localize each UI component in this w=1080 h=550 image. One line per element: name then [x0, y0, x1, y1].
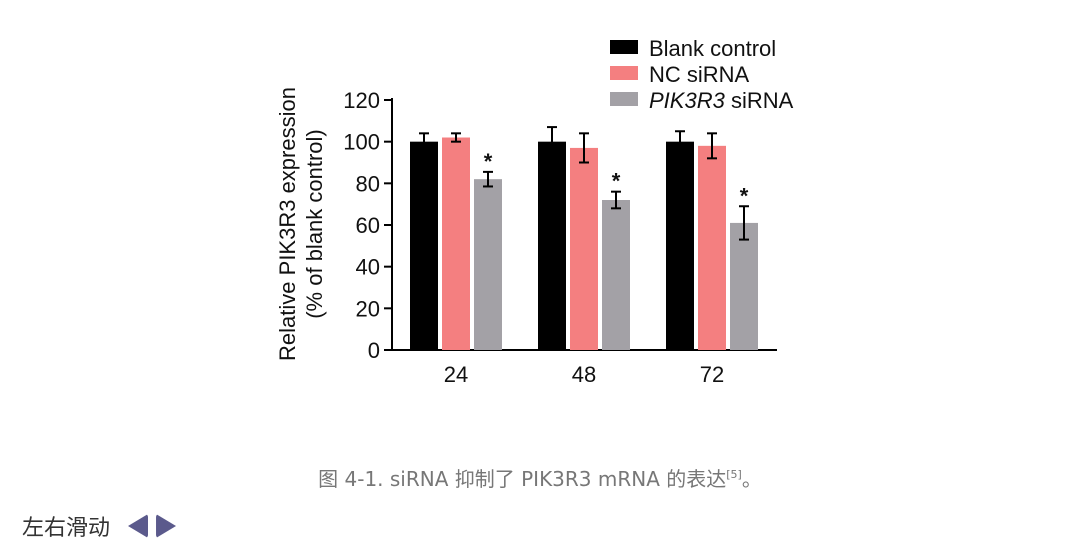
significance-marker: * [612, 169, 621, 194]
bar [666, 141, 694, 350]
y-tick-label: 100 [343, 130, 380, 155]
legend-swatch [610, 40, 638, 54]
significance-marker: * [484, 149, 493, 174]
legend-label-italic: PIK3R3 [649, 88, 726, 113]
significance-marker: * [740, 183, 749, 208]
figure-caption: 图 4-1. siRNA 抑制了 PIK3R3 mRNA 的表达[5]。 [0, 463, 1080, 492]
bar [474, 179, 502, 350]
y-axis-label-line2: (% of blank control) [302, 129, 327, 319]
bar [570, 147, 598, 350]
x-tick-label: 24 [444, 362, 468, 387]
legend-swatch [610, 92, 638, 106]
legend-swatch [610, 66, 638, 80]
y-tick-label: 80 [356, 171, 380, 196]
y-axis-label-line1: Relative PIK3R3 expression [275, 87, 300, 361]
bar [410, 141, 438, 350]
x-axis: 24 48 72 [391, 349, 777, 387]
legend-label: PIK3R3 siRNA [649, 88, 794, 113]
y-tick-label: 60 [356, 213, 380, 238]
y-axis: 0 20 40 60 80 100 120 [343, 88, 393, 363]
x-tick-label: 72 [700, 362, 724, 387]
bar [730, 222, 758, 350]
bar [602, 200, 630, 350]
bars: * * * [410, 126, 758, 350]
y-tick-label: 0 [368, 338, 380, 363]
bar-chart: 0 20 40 60 80 100 120 24 48 72 * * * Blank control… [275, 36, 794, 387]
caption-end: 。 [741, 467, 762, 491]
y-tick-label: 120 [343, 88, 380, 113]
legend-label-rest: siRNA [725, 88, 794, 113]
bar [698, 145, 726, 350]
arrow-left-icon[interactable] [128, 514, 149, 538]
arrow-right-icon[interactable] [156, 514, 177, 538]
legend-label: NC siRNA [649, 62, 750, 87]
swipe-label: 左右滑动 [22, 516, 111, 541]
bar [538, 141, 566, 350]
bar [442, 137, 470, 350]
y-tick-label: 40 [356, 255, 380, 280]
x-tick-label: 48 [572, 362, 596, 387]
legend-label: Blank control [649, 36, 776, 61]
caption-reference: [5] [726, 468, 742, 481]
y-tick-label: 20 [356, 296, 380, 321]
caption-text: 图 4-1. siRNA 抑制了 PIK3R3 mRNA 的表达 [318, 467, 727, 491]
swipe-arrows [128, 514, 177, 538]
swipe-hint: 左右滑动 [22, 510, 177, 542]
